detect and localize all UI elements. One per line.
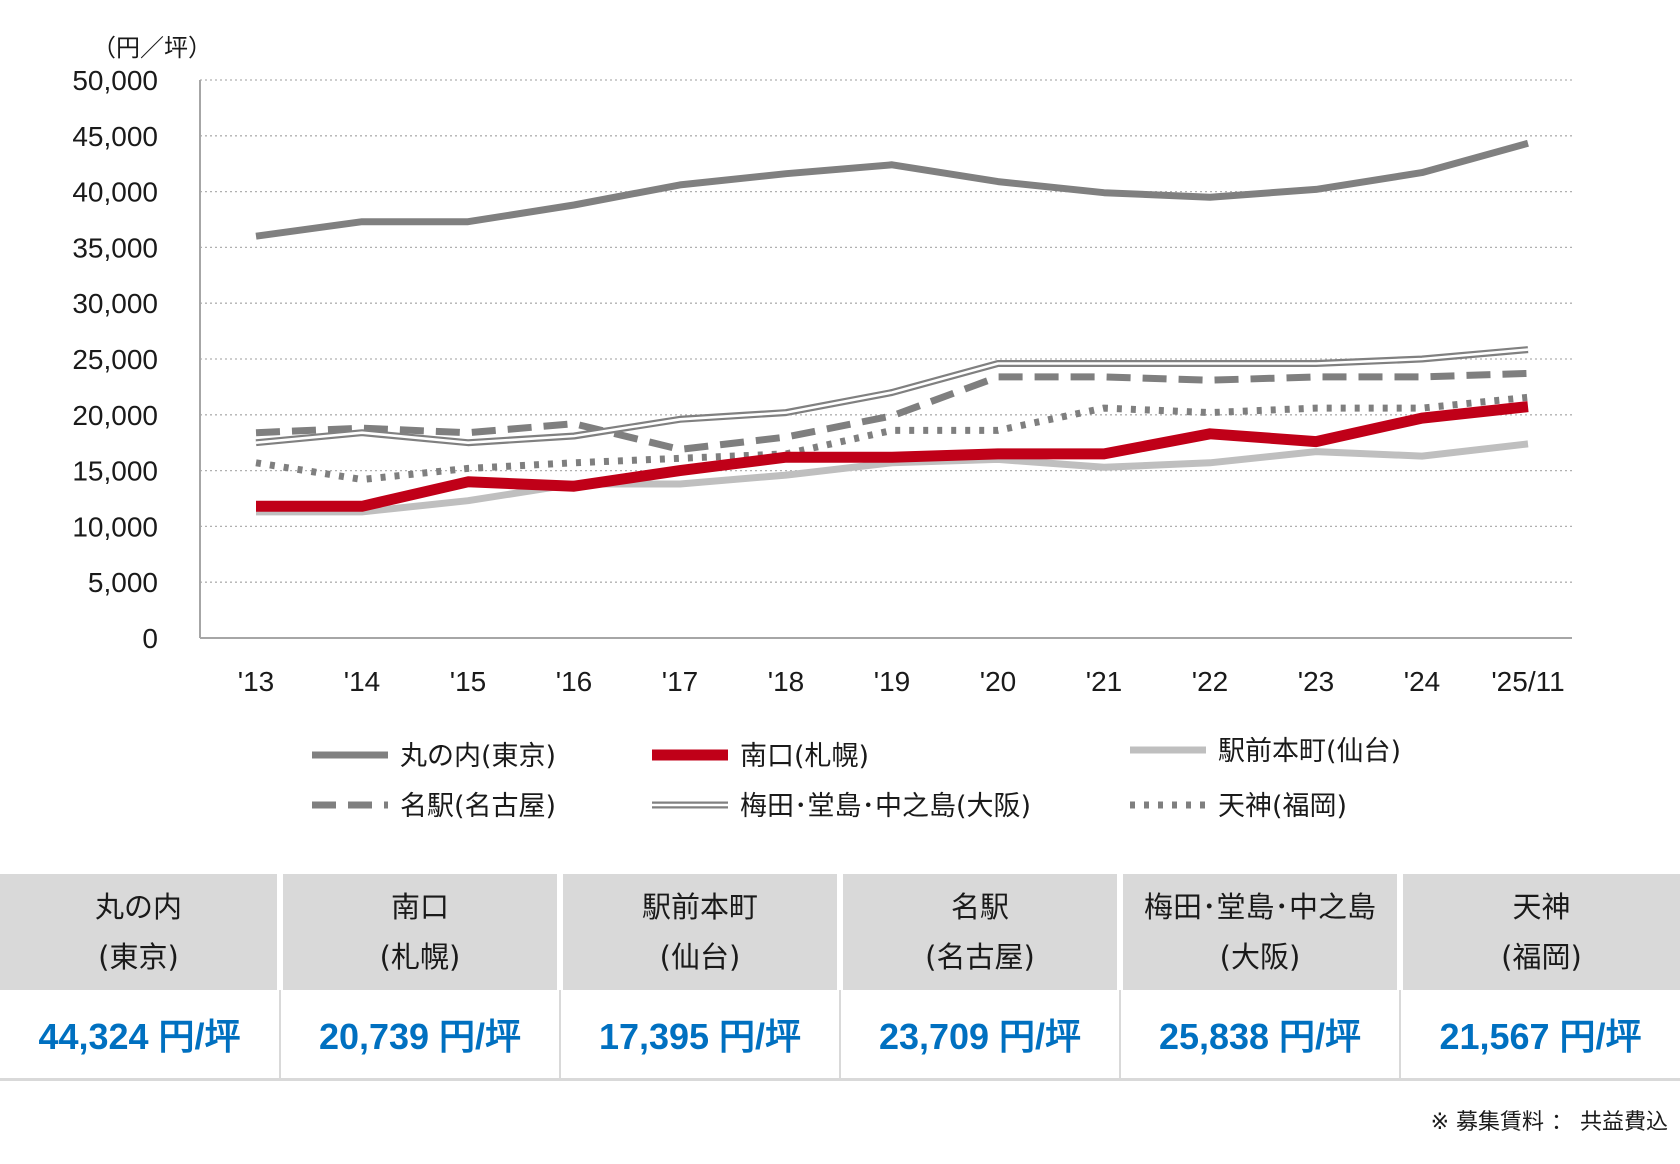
x-tick-label: '20: [980, 666, 1017, 697]
x-tick-label: '18: [768, 666, 805, 697]
legend-label: 南口(札幌): [740, 741, 869, 772]
y-tick-label: 15,000: [72, 456, 158, 487]
y-tick-label: 5,000: [88, 567, 158, 598]
rent-value: 21,567 円/坪: [1399, 990, 1680, 1081]
series-line: [256, 401, 1529, 512]
location-name: 梅田･堂島･中之島: [1143, 890, 1376, 924]
x-tick-label: '21: [1086, 666, 1123, 697]
y-tick-label: 40,000: [72, 177, 158, 208]
location-region: (仙台): [659, 940, 741, 974]
line-chart: （円／坪） 0 5,000 10,000 15,000 20,000 25,000 30,0…: [72, 34, 1572, 822]
summary-value-row: 44,324 円/坪 20,739 円/坪 17,395 円/坪 23,709 …: [0, 990, 1680, 1081]
chart-legend: 丸の内(東京) 南口(札幌) 駅前本町(仙台) 名駅(名古屋) 梅田･堂島･中之島(大阪…: [312, 736, 1401, 822]
legend-label: 梅田･堂島･中之島(大阪): [740, 791, 1031, 822]
chart-series: [255, 139, 1529, 516]
location-name: 駅前本町: [641, 890, 758, 924]
x-tick-label: '23: [1298, 666, 1335, 697]
location-region: (東京): [98, 940, 179, 974]
y-tick-label: 25,000: [72, 344, 158, 375]
legend-label: 駅前本町(仙台): [1218, 736, 1401, 767]
summary-header-cell: 丸の内 (東京): [0, 874, 280, 990]
summary-header-cell: 名駅 (名古屋): [837, 874, 1120, 990]
y-axis-ticks: 0 5,000 10,000 15,000 20,000 25,000 30,000 35,0…: [72, 65, 158, 654]
x-tick-label: '17: [662, 666, 699, 697]
rent-value: 44,324 円/坪: [0, 990, 280, 1081]
summary-header-cell: 梅田･堂島･中之島 (大阪): [1117, 874, 1400, 990]
summary-header-cell: 天神 (福岡): [1397, 874, 1680, 990]
rent-value: 25,838 円/坪: [1119, 990, 1400, 1081]
x-tick-label: '22: [1192, 666, 1229, 697]
location-name: 名駅: [950, 890, 1009, 924]
chart-gridlines: [200, 79, 1572, 583]
summary-header-cell: 駅前本町 (仙台): [557, 874, 840, 990]
x-tick-label: '14: [344, 666, 381, 697]
y-tick-label: 0: [142, 623, 158, 654]
y-tick-label: 30,000: [72, 288, 158, 319]
rent-value: 23,709 円/坪: [839, 990, 1120, 1081]
location-region: (札幌): [379, 940, 461, 974]
rent-value: 17,395 円/坪: [559, 990, 840, 1081]
location-region: (名古屋): [925, 940, 1035, 974]
y-tick-label: 50,000: [72, 65, 158, 96]
legend-label: 丸の内(東京): [400, 741, 556, 772]
series-line-inner: [255, 348, 1529, 445]
location-name: 南口: [390, 890, 449, 924]
x-tick-label: '24: [1404, 666, 1441, 697]
summary-header-row: 丸の内 (東京) 南口 (札幌) 駅前本町 (仙台) 名駅 (名古屋) 梅田･堂島･中之…: [0, 874, 1680, 990]
x-tick-label: '19: [874, 666, 911, 697]
x-tick-label: '16: [556, 666, 593, 697]
x-axis-ticks: '13 '14 '15 '16 '17 '18 '19 '20 '21 '22 '23 '24 '25/…: [238, 666, 1565, 697]
location-name: 丸の内: [94, 890, 182, 924]
chart-axes: [199, 80, 1572, 639]
location-region: (大阪): [1219, 940, 1301, 974]
series-line: [255, 139, 1529, 240]
y-axis-unit-label: （円／坪）: [92, 34, 212, 62]
x-tick-label: '15: [450, 666, 487, 697]
series-line: [256, 440, 1529, 516]
y-tick-label: 35,000: [72, 232, 158, 263]
summary-header-cell: 南口 (札幌): [277, 874, 560, 990]
y-tick-label: 45,000: [72, 121, 158, 152]
y-tick-label: 10,000: [72, 511, 158, 542]
summary-table: 丸の内 (東京) 南口 (札幌) 駅前本町 (仙台) 名駅 (名古屋) 梅田･堂島･中之…: [0, 874, 1680, 1081]
x-tick-label: '13: [238, 666, 275, 697]
legend-label: 天神(福岡): [1218, 791, 1347, 822]
location-region: (福岡): [1501, 940, 1582, 974]
x-tick-label: '25/11: [1491, 666, 1564, 697]
series-line: [255, 393, 1529, 483]
y-tick-label: 20,000: [72, 400, 158, 431]
rent-value: 20,739 円/坪: [279, 990, 560, 1081]
location-name: 天神: [1512, 890, 1571, 924]
footnote: ※ 募集賃料 ： 共益費込: [1430, 1110, 1668, 1135]
legend-label: 名駅(名古屋): [400, 791, 556, 822]
